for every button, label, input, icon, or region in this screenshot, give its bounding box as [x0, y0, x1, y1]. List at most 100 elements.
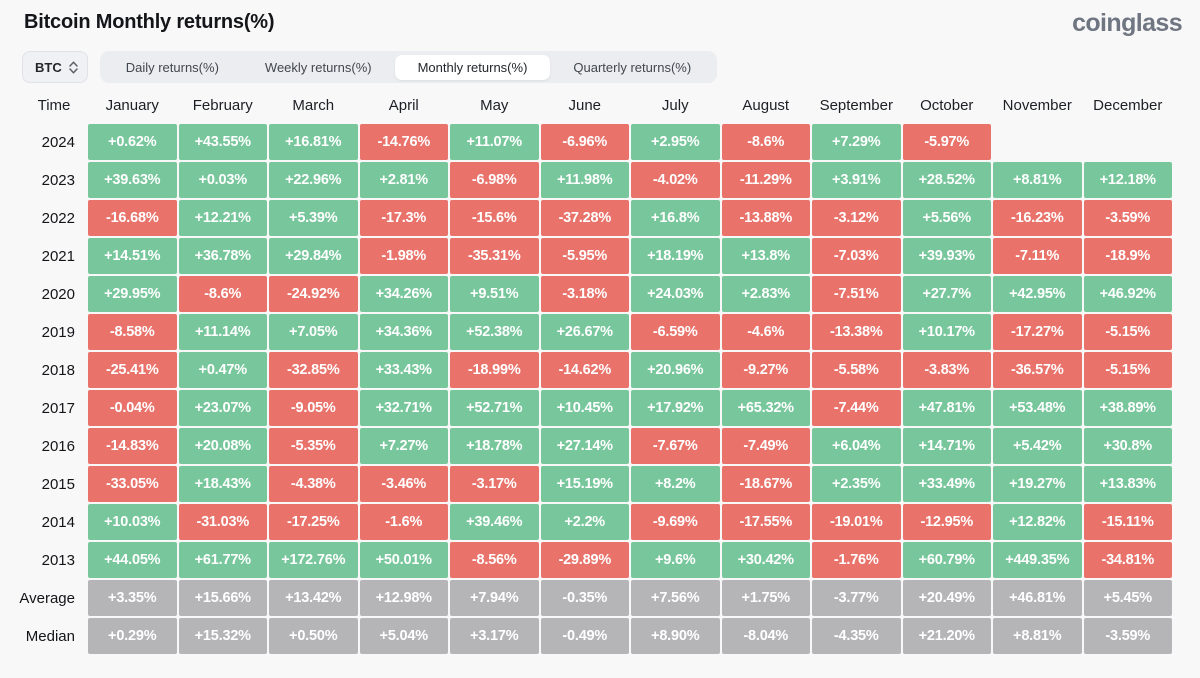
return-cell-2024-may: +11.07% — [450, 124, 539, 160]
return-cell-2016-may: +18.78% — [450, 428, 539, 464]
page-title: Bitcoin Monthly returns(%) — [24, 11, 275, 33]
return-cell-2019-march: +7.05% — [269, 314, 358, 350]
return-cell-2021-june: -5.95% — [540, 238, 629, 274]
return-cell-2013-may: -8.56% — [450, 542, 539, 578]
return-cell-2024-november — [993, 124, 1082, 160]
return-cell-median-april: +5.04% — [359, 618, 448, 654]
return-cell-average-july: +7.56% — [631, 580, 720, 616]
return-cell-average-may: +7.94% — [450, 580, 539, 616]
return-cell-2017-march: -9.05% — [269, 390, 358, 426]
column-header-october: October — [920, 97, 974, 114]
return-cell-2018-june: -14.62% — [540, 352, 629, 388]
row-label-2019: 2019 — [41, 323, 75, 341]
return-cell-2014-may: +39.46% — [450, 504, 539, 540]
return-cell-2013-september: -1.76% — [812, 542, 901, 578]
row-label-median: Median — [25, 627, 75, 645]
return-cell-2019-september: -13.38% — [812, 314, 901, 350]
returns-period-tabs: Daily returns(%) Weekly returns(%) Monthly… — [99, 51, 718, 83]
row-label-2017: 2017 — [41, 399, 75, 417]
return-cell-2022-april: -17.3% — [359, 200, 448, 236]
return-cell-2021-september: -7.03% — [812, 238, 901, 274]
return-cell-2021-july: +18.19% — [631, 238, 720, 274]
return-cell-2024-october: -5.97% — [902, 124, 991, 160]
return-cell-2017-october: +47.81% — [902, 390, 991, 426]
return-cell-2015-october: +33.49% — [902, 466, 991, 502]
return-cell-2016-october: +14.71% — [902, 428, 991, 464]
tab-weekly-returns[interactable]: Weekly returns(%) — [242, 55, 395, 80]
return-cell-2013-july: +9.6% — [631, 542, 720, 578]
return-cell-2022-october: +5.56% — [902, 200, 991, 236]
row-label-2022: 2022 — [41, 209, 75, 227]
return-cell-2013-november: +449.35% — [993, 542, 1082, 578]
return-cell-2019-july: -6.59% — [631, 314, 720, 350]
return-cell-2016-december: +30.8% — [1083, 428, 1172, 464]
return-cell-2015-january: -33.05% — [88, 466, 177, 502]
tab-daily-returns[interactable]: Daily returns(%) — [103, 55, 242, 80]
return-cell-2013-june: -29.89% — [540, 542, 629, 578]
return-cell-2023-august: -11.29% — [721, 162, 810, 198]
return-cell-2023-june: +11.98% — [540, 162, 629, 198]
column-header-september: September — [819, 97, 893, 114]
coin-select[interactable]: BTC — [22, 51, 88, 83]
return-cell-2023-july: -4.02% — [631, 162, 720, 198]
return-cell-2020-april: +34.26% — [359, 276, 448, 312]
return-cell-median-march: +0.50% — [269, 618, 358, 654]
return-cell-2015-march: -4.38% — [269, 466, 358, 502]
return-cell-2023-february: +0.03% — [178, 162, 267, 198]
return-cell-2020-may: +9.51% — [450, 276, 539, 312]
row-label-2021: 2021 — [41, 247, 75, 265]
return-cell-2013-august: +30.42% — [721, 542, 810, 578]
return-cell-2024-april: -14.76% — [359, 124, 448, 160]
return-cell-2018-october: -3.83% — [902, 352, 991, 388]
return-cell-2014-april: -1.6% — [359, 504, 448, 540]
return-cell-2016-august: -7.49% — [721, 428, 810, 464]
return-cell-2019-june: +26.67% — [540, 314, 629, 350]
return-cell-2022-september: -3.12% — [812, 200, 901, 236]
return-cell-2022-june: -37.28% — [540, 200, 629, 236]
column-header-november: November — [1002, 97, 1072, 114]
return-cell-2023-november: +8.81% — [993, 162, 1082, 198]
return-cell-2023-march: +22.96% — [269, 162, 358, 198]
row-label-2023: 2023 — [41, 171, 75, 189]
return-cell-2016-july: -7.67% — [631, 428, 720, 464]
return-cell-2015-december: +13.83% — [1083, 466, 1172, 502]
return-cell-2017-january: -0.04% — [88, 390, 177, 426]
return-cell-2017-february: +23.07% — [178, 390, 267, 426]
table-header-row: Time January February March April May June July… — [22, 95, 1172, 117]
return-cell-2016-june: +27.14% — [540, 428, 629, 464]
return-cell-2022-august: -13.88% — [721, 200, 810, 236]
row-label-2024: 2024 — [41, 133, 75, 151]
return-cell-2015-april: -3.46% — [359, 466, 448, 502]
return-cell-average-october: +20.49% — [902, 580, 991, 616]
return-cell-2013-october: +60.79% — [902, 542, 991, 578]
return-cell-2013-march: +172.76% — [269, 542, 358, 578]
return-cell-2017-may: +52.71% — [450, 390, 539, 426]
return-cell-2022-february: +12.21% — [178, 200, 267, 236]
return-cell-median-june: -0.49% — [540, 618, 629, 654]
return-cell-average-november: +46.81% — [993, 580, 1082, 616]
return-cell-2023-october: +28.52% — [902, 162, 991, 198]
return-cell-2017-november: +53.48% — [993, 390, 1082, 426]
return-cell-2024-december — [1084, 124, 1173, 160]
return-cell-2021-october: +39.93% — [902, 238, 991, 274]
return-cell-2024-september: +7.29% — [812, 124, 901, 160]
return-cell-2020-november: +42.95% — [993, 276, 1082, 312]
return-cell-2013-april: +50.01% — [359, 542, 448, 578]
return-cell-2024-july: +2.95% — [631, 124, 720, 160]
return-cell-median-september: -4.35% — [812, 618, 901, 654]
column-header-march: March — [292, 97, 335, 114]
return-cell-2021-february: +36.78% — [178, 238, 267, 274]
tab-monthly-returns[interactable]: Monthly returns(%) — [394, 54, 551, 80]
return-cell-2024-february: +43.55% — [178, 124, 267, 160]
return-cell-2014-february: -31.03% — [178, 504, 267, 540]
row-label-2016: 2016 — [41, 437, 75, 455]
return-cell-2024-august: -8.6% — [721, 124, 810, 160]
return-cell-average-august: +1.75% — [721, 580, 810, 616]
returns-table: Time January February March April May June July… — [0, 95, 1200, 654]
return-cell-2014-november: +12.82% — [993, 504, 1082, 540]
return-cell-2016-february: +20.08% — [178, 428, 267, 464]
return-cell-2017-april: +32.71% — [359, 390, 448, 426]
tab-quarterly-returns[interactable]: Quarterly returns(%) — [550, 55, 714, 80]
column-header-july: July — [661, 97, 689, 114]
